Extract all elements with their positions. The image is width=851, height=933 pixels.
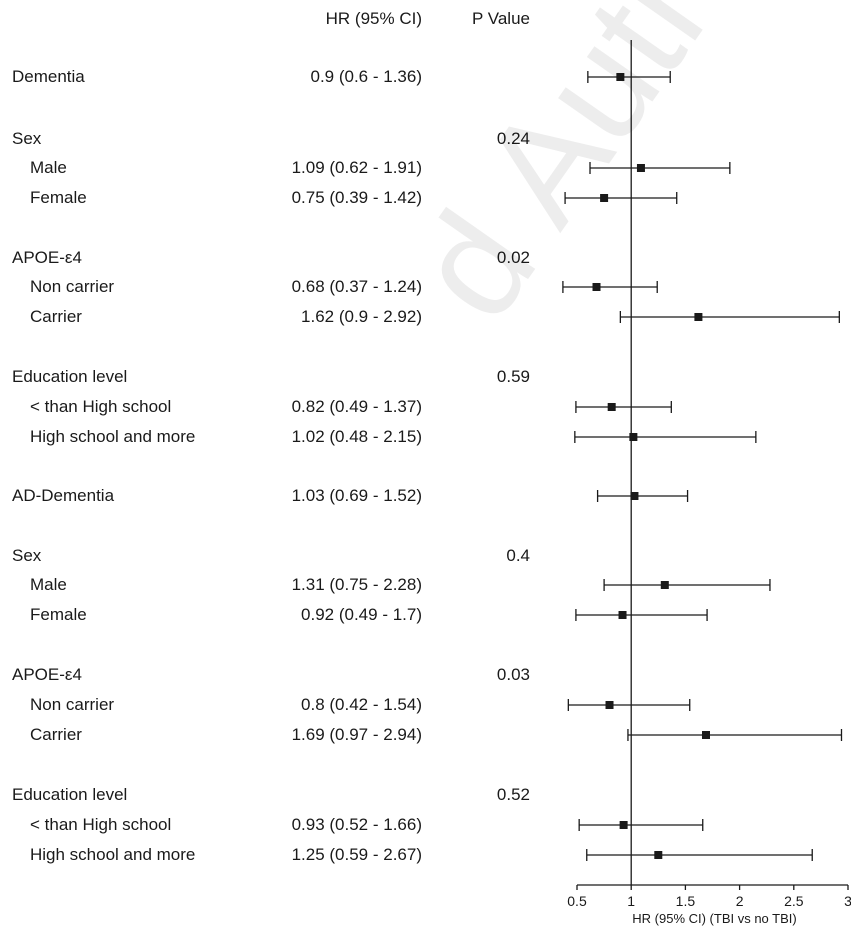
hr-ci-value: 1.02 (0.48 - 2.15) — [291, 427, 422, 446]
hr-point — [636, 164, 645, 172]
forest-row: Non carrier 0.8 (0.42 - 1.54) — [0, 692, 560, 718]
p-value: 0.4 — [506, 546, 530, 565]
forest-row: Male 1.31 (0.75 - 2.28) — [0, 572, 560, 598]
hr-ci-value: 0.68 (0.37 - 1.24) — [291, 277, 422, 296]
hr-point — [618, 611, 627, 619]
group-label: AD-Dementia — [12, 486, 115, 505]
forest-row: Sex 0.24 — [0, 126, 560, 152]
subgroup-label: Carrier — [30, 307, 82, 326]
x-tick-label: 2 — [736, 893, 744, 909]
hr-ci-value: 1.09 (0.62 - 1.91) — [291, 158, 422, 177]
group-label: Dementia — [12, 67, 85, 86]
hr-ci-value: 1.31 (0.75 - 2.28) — [291, 575, 422, 594]
group-label: APOE-ε4 — [12, 665, 82, 684]
p-value: 0.52 — [496, 785, 530, 804]
subgroup-label: Female — [30, 188, 87, 207]
subgroup-label: High school and more — [30, 427, 196, 446]
hr-point — [654, 851, 663, 859]
subgroup-label: < than High school — [30, 815, 172, 834]
subgroup-label: Male — [30, 575, 67, 594]
hr-point — [616, 73, 625, 81]
group-label: Sex — [12, 546, 42, 565]
forest-row: Carrier 1.62 (0.9 - 2.92) — [0, 304, 560, 330]
x-axis-title: HR (95% CI) (TBI vs no TBI) — [632, 911, 796, 926]
group-label: Sex — [12, 129, 42, 148]
p-value: 0.24 — [496, 129, 530, 148]
p-value: 0.02 — [496, 248, 530, 267]
forest-row: AD-Dementia 1.03 (0.69 - 1.52) — [0, 483, 560, 509]
x-tick-label: 3 — [844, 893, 851, 909]
p-value-column-header: P Value — [472, 9, 530, 28]
hr-point — [619, 821, 628, 829]
hr-point — [694, 313, 703, 321]
hr-point — [605, 701, 614, 709]
hr-ci-value: 0.93 (0.52 - 1.66) — [291, 815, 422, 834]
forest-row: APOE-ε4 0.02 — [0, 245, 560, 271]
subgroup-label: Non carrier — [30, 277, 115, 296]
forest-row: Sex 0.4 — [0, 543, 560, 569]
hr-point — [600, 194, 609, 202]
x-tick-label: 1.5 — [676, 893, 696, 909]
forest-row: Education level 0.52 — [0, 782, 560, 808]
subgroup-label: High school and more — [30, 845, 196, 864]
hr-ci-value: 0.92 (0.49 - 1.7) — [301, 605, 422, 624]
x-tick-label: 0.5 — [567, 893, 587, 909]
hr-point — [607, 403, 616, 411]
subgroup-label: Male — [30, 158, 67, 177]
forest-row: Dementia 0.9 (0.6 - 1.36) — [0, 64, 560, 90]
hr-point — [630, 492, 639, 500]
p-value: 0.59 — [496, 367, 530, 386]
hr-point — [660, 581, 669, 589]
hr-point — [592, 283, 601, 291]
hr-ci-value: 1.69 (0.97 - 2.94) — [291, 725, 422, 744]
group-label: APOE-ε4 — [12, 248, 82, 267]
x-tick-label: 1 — [627, 893, 635, 909]
p-value: 0.03 — [496, 665, 530, 684]
hr-ci-value: 1.62 (0.9 - 2.92) — [301, 307, 422, 326]
forest-row: Male 1.09 (0.62 - 1.91) — [0, 155, 560, 181]
forest-row: Female 0.75 (0.39 - 1.42) — [0, 185, 560, 211]
forest-row: Carrier 1.69 (0.97 - 2.94) — [0, 722, 560, 748]
hr-ci-value: 0.82 (0.49 - 1.37) — [291, 397, 422, 416]
forest-row: Education level 0.59 — [0, 364, 560, 390]
forest-row: Non carrier 0.68 (0.37 - 1.24) — [0, 274, 560, 300]
hr-ci-value: 1.25 (0.59 - 2.67) — [291, 845, 422, 864]
forest-row: < than High school 0.82 (0.49 - 1.37) — [0, 394, 560, 420]
hr-ci-value: 1.03 (0.69 - 1.52) — [291, 486, 422, 505]
hr-point — [629, 433, 638, 441]
hr-point — [701, 731, 710, 739]
x-tick-label: 2.5 — [784, 893, 804, 909]
hr-ci-value: 0.9 (0.6 - 1.36) — [310, 67, 422, 86]
forest-row: < than High school 0.93 (0.52 - 1.66) — [0, 812, 560, 838]
subgroup-label: Non carrier — [30, 695, 115, 714]
hr-ci-value: 0.75 (0.39 - 1.42) — [291, 188, 422, 207]
group-label: Education level — [12, 785, 128, 804]
forest-row: High school and more 1.02 (0.48 - 2.15) — [0, 424, 560, 450]
forest-row: APOE-ε4 0.03 — [0, 662, 560, 688]
forest-row: High school and more 1.25 (0.59 - 2.67) — [0, 842, 560, 868]
subgroup-label: < than High school — [30, 397, 172, 416]
hr-column-header: HR (95% CI) — [325, 9, 422, 28]
subgroup-label: Carrier — [30, 725, 82, 744]
hr-ci-value: 0.8 (0.42 - 1.54) — [301, 695, 422, 714]
forest-row: Female 0.92 (0.49 - 1.7) — [0, 602, 560, 628]
group-label: Education level — [12, 367, 128, 386]
subgroup-label: Female — [30, 605, 87, 624]
